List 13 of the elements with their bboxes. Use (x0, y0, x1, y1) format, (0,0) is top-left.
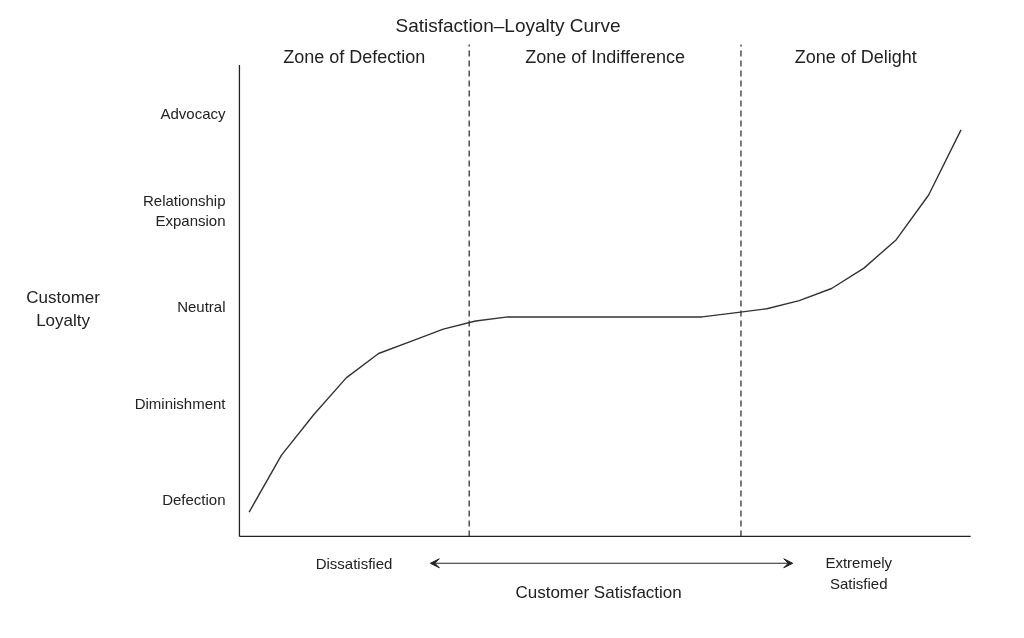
text: Diminishment (134, 394, 227, 412)
text: Extremely Satisfied (825, 554, 893, 592)
text: Defection (162, 491, 226, 509)
chart-title: Satisfaction–Loyalty Curve (395, 14, 621, 36)
text: Zone of Indifference (525, 46, 685, 67)
text: Dissatisfied (315, 554, 393, 572)
text: Zone of Delight (794, 46, 917, 67)
text: Relationship Expansion (142, 191, 226, 229)
text: Advocacy (160, 105, 227, 123)
text: Customer Loyalty (26, 287, 101, 330)
text: Zone of Defection (283, 46, 426, 67)
text: Neutral (177, 298, 226, 316)
x-axis-title: Customer Satisfaction (515, 583, 682, 603)
